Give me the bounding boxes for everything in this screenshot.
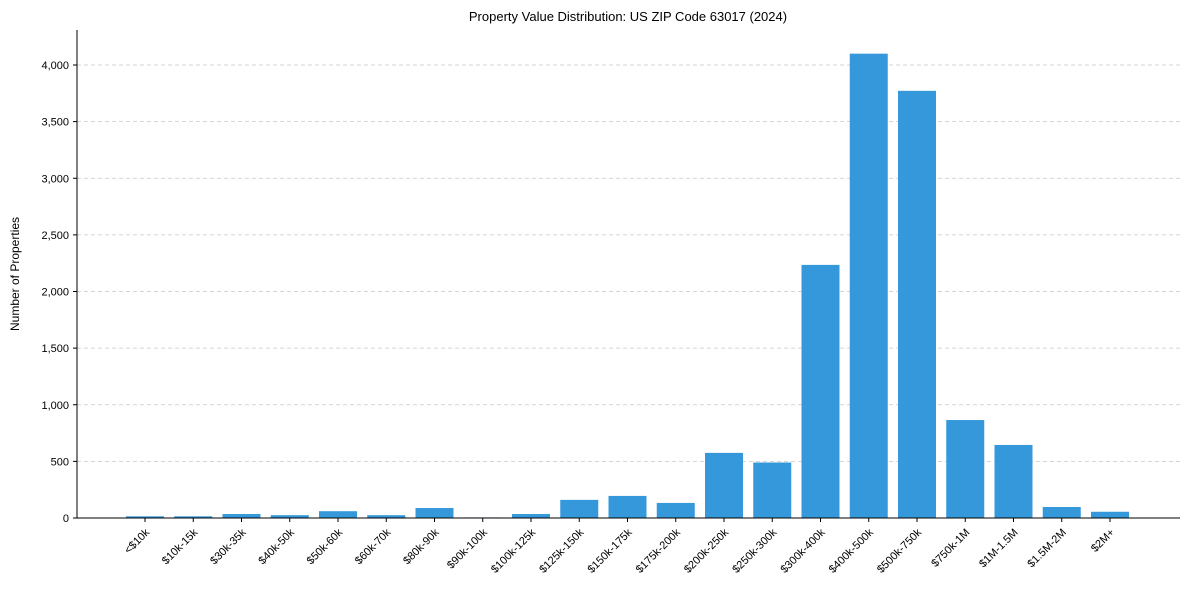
bar [1042, 507, 1081, 518]
x-tick-label: $30k-35k [208, 526, 249, 567]
bar [319, 511, 357, 518]
y-tick-label: 4,000 [41, 60, 69, 72]
bar [608, 495, 647, 518]
bar [994, 444, 1033, 518]
bar [1091, 511, 1129, 518]
bar [270, 515, 309, 518]
bar [126, 516, 164, 518]
bar [367, 515, 406, 518]
x-tick-label: $60k-70k [353, 526, 394, 567]
x-tick-label: $150k-175k [585, 526, 634, 575]
bar [753, 462, 792, 518]
x-tick-label: <$10k [122, 526, 152, 556]
x-tick-label: $100k-125k [489, 526, 538, 575]
bar [415, 508, 454, 518]
bar [898, 90, 936, 519]
bar [801, 264, 840, 518]
bar [174, 516, 213, 518]
x-tick-label: $10k-15k [160, 526, 201, 567]
x-tick-label: $2M+ [1089, 527, 1117, 555]
x-tick-label: $90k-100k [445, 526, 490, 571]
x-tick-label: $125k-150k [537, 526, 586, 575]
x-tick-label: $80k-90k [401, 526, 442, 567]
y-tick-label: 500 [51, 456, 69, 468]
bar [946, 420, 985, 518]
x-tick-label: $400k-500k [827, 526, 876, 575]
x-tick-label: $50k-60k [305, 526, 346, 567]
bar [560, 499, 599, 518]
y-tick-label: 1,000 [41, 400, 69, 412]
y-tick-label: 3,500 [41, 117, 69, 129]
x-tick-label: $1M-1.5M [977, 527, 1021, 571]
y-tick-label: 0 [63, 513, 69, 525]
bar [222, 514, 261, 518]
y-axis-label: Number of Properties [8, 217, 22, 331]
x-tick-label: $175k-200k [634, 526, 683, 575]
x-tick-label: $40k-50k [256, 526, 297, 567]
chart-title: Property Value Distribution: US ZIP Code… [469, 9, 787, 24]
bar [705, 452, 743, 518]
y-tick-label: 1,500 [41, 343, 69, 355]
y-tick-label: 3,000 [41, 173, 69, 185]
x-tick-label: $750k-1M [929, 527, 972, 570]
bar [512, 514, 550, 518]
x-tick-label: $250k-300k [730, 526, 779, 575]
x-tick-label: $200k-250k [682, 526, 731, 575]
bar [656, 502, 695, 518]
x-tick-label: $1.5M-2M [1025, 527, 1069, 571]
bar [849, 53, 888, 519]
y-tick-label: 2,000 [41, 287, 69, 299]
x-tick-label: $300k-400k [778, 526, 827, 575]
x-tick-label: $500k-750k [875, 526, 924, 575]
y-tick-label: 2,500 [41, 230, 69, 242]
